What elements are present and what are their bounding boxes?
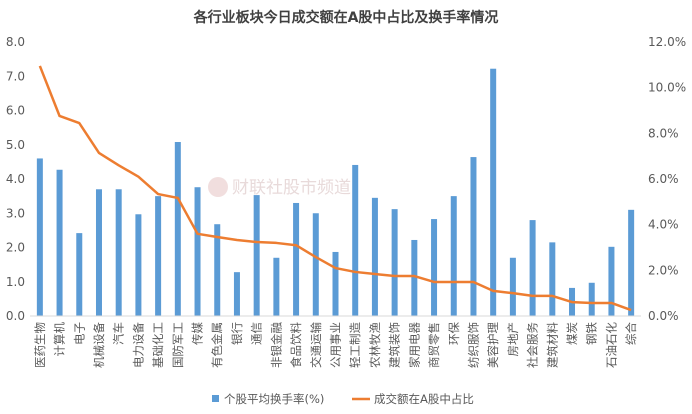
bar [332, 251, 339, 316]
bar [56, 169, 63, 316]
bar [214, 224, 221, 316]
bar [549, 242, 556, 316]
category-label: 纺织服饰 [466, 322, 480, 368]
bar [608, 246, 615, 316]
left-tick-label: 6.0 [6, 104, 25, 118]
bar [431, 219, 438, 316]
category-label: 交通运输 [309, 322, 323, 368]
bar [352, 164, 359, 316]
left-tick-label: 8.0 [6, 35, 25, 49]
legend-swatch-bar [212, 395, 219, 402]
bar [293, 202, 300, 316]
bar [233, 272, 240, 316]
bar [76, 233, 83, 316]
bar [588, 282, 595, 316]
chart-title: 各行业板块今日成交额在A股中占比及换手率情况 [193, 9, 499, 26]
right-tick-label: 6.0% [648, 172, 679, 186]
bar [312, 213, 319, 316]
category-label: 家用电器 [407, 322, 421, 368]
category-label: 有色金属 [210, 322, 224, 368]
category-label: 计算机 [53, 322, 67, 357]
right-tick-label: 4.0% [648, 218, 679, 232]
category-label: 石油石化 [604, 322, 618, 368]
right-tick-label: 10.0% [648, 81, 686, 95]
bar [391, 209, 398, 316]
share-line [38, 65, 632, 312]
left-tick-label: 3.0 [6, 206, 25, 220]
bar [490, 68, 497, 316]
category-label: 汽车 [112, 322, 126, 345]
left-tick-label: 5.0 [6, 138, 25, 152]
left-tick-label: 4.0 [6, 172, 25, 186]
category-label: 农林牧渔 [368, 322, 382, 368]
watermark: 财联社股市频道 [208, 177, 351, 198]
legend: 个股平均换手率(%) 成交额在A股中占比 [212, 392, 474, 406]
legend-label-bar: 个股平均换手率(%) [224, 392, 324, 406]
bar [273, 257, 280, 316]
category-label: 基础化工 [151, 322, 165, 368]
category-label: 美容护理 [486, 322, 500, 368]
bar [628, 209, 635, 316]
right-tick-label: 0.0% [648, 309, 679, 323]
category-label: 煤炭 [565, 322, 579, 345]
category-label: 非银金融 [269, 322, 283, 368]
right-tick-label: 2.0% [648, 263, 679, 277]
watermark-text: 财联社股市频道 [232, 178, 351, 198]
category-label: 房地产 [506, 322, 520, 357]
bar [115, 189, 122, 316]
bar [371, 197, 378, 316]
bar [155, 196, 162, 316]
category-label: 机械设备 [92, 322, 106, 368]
bar [174, 142, 181, 316]
bar [470, 157, 477, 316]
bar [450, 196, 457, 316]
left-tick-label: 1.0 [6, 275, 25, 289]
category-label: 医药生物 [33, 322, 47, 368]
category-label: 环保 [447, 322, 461, 345]
category-label: 社会服务 [526, 322, 540, 368]
category-label: 综合 [624, 322, 638, 345]
left-tick-label: 2.0 [6, 241, 25, 255]
bar [253, 195, 260, 316]
right-tick-label: 12.0% [648, 35, 686, 49]
category-label: 公用事业 [329, 322, 343, 368]
bar [509, 257, 516, 316]
category-label: 轻工制造 [348, 322, 362, 368]
category-label: 建筑装饰 [388, 322, 402, 368]
bar [529, 220, 536, 316]
category-label: 食品饮料 [289, 322, 303, 368]
bar [411, 239, 418, 316]
legend-label-line: 成交额在A股中占比 [374, 392, 474, 406]
bar [135, 214, 142, 316]
category-label: 建筑材料 [545, 322, 559, 368]
category-label: 商贸零售 [427, 322, 441, 368]
bar [95, 189, 102, 316]
category-label: 银行 [230, 322, 244, 345]
bar [194, 187, 201, 316]
category-label: 电力设备 [131, 322, 145, 368]
bar [36, 158, 43, 316]
right-tick-label: 8.0% [648, 126, 679, 140]
category-label: 传媒 [191, 322, 205, 345]
left-tick-label: 7.0 [6, 69, 25, 83]
left-tick-label: 0.0 [6, 309, 25, 323]
category-label: 通信 [250, 322, 264, 345]
category-label: 电子 [72, 322, 86, 345]
category-label: 国防军工 [171, 322, 185, 368]
category-label: 钢铁 [585, 322, 599, 345]
